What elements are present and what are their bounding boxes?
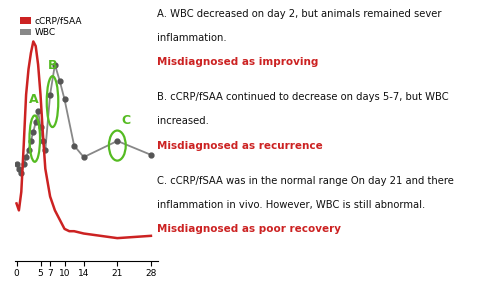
Legend: cCRP/fSAA, WBC: cCRP/fSAA, WBC <box>20 16 83 38</box>
Text: Misdiagnosed as improving: Misdiagnosed as improving <box>156 57 317 67</box>
Text: A. WBC decreased on day 2, but animals remained sever: A. WBC decreased on day 2, but animals r… <box>156 9 440 18</box>
Text: C: C <box>121 114 130 127</box>
Text: Misdiagnosed as poor recovery: Misdiagnosed as poor recovery <box>156 224 340 234</box>
Text: B. cCRP/fSAA continued to decrease on days 5-7, but WBC: B. cCRP/fSAA continued to decrease on da… <box>156 92 447 102</box>
Text: B: B <box>48 59 58 72</box>
Text: C. cCRP/fSAA was in the normal range On day 21 and there: C. cCRP/fSAA was in the normal range On … <box>156 176 452 186</box>
Text: Misdiagnosed as recurrence: Misdiagnosed as recurrence <box>156 141 322 151</box>
Text: A: A <box>29 93 39 106</box>
Text: increased.: increased. <box>156 116 208 126</box>
Text: inflammation in vivo. However, WBC is still abnormal.: inflammation in vivo. However, WBC is st… <box>156 200 424 210</box>
Text: inflammation.: inflammation. <box>156 33 226 43</box>
